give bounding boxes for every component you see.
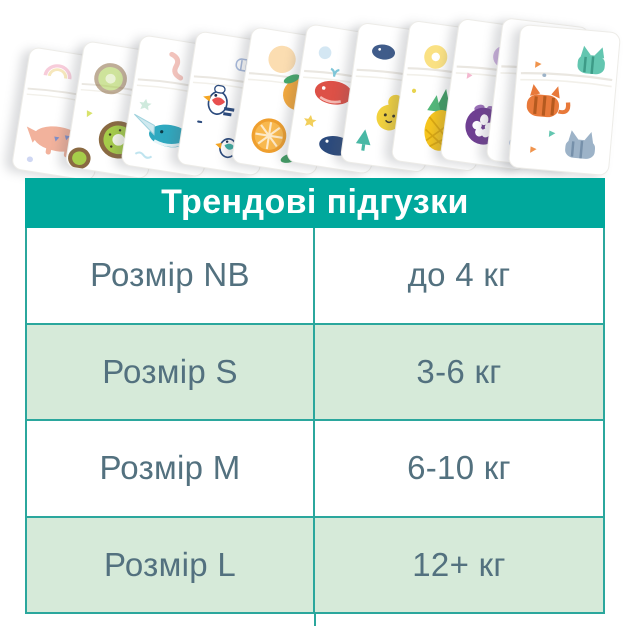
size-row: Розмір L 12+ кг [27,517,603,612]
weight-range: 12+ кг [412,545,506,583]
weight-range: до 4 кг [407,256,511,294]
size-row: Розмір NB до 4 кг [27,228,603,325]
column-divider-tail [314,612,316,626]
size-label: Розмір NB [27,228,315,323]
weight-range: 3-6 кг [416,352,502,390]
diaper-parrot-print [175,30,281,177]
size-row: Розмір S 3-6 кг [27,324,603,421]
size-label: Розмір S [27,324,315,419]
size-table: Розмір NB до 4 кг Розмір S 3-6 кг Розмір M 6-… [25,228,605,614]
size-label: Розмір M [27,421,315,516]
diaper-orange-print [230,26,338,176]
diaper-cat-print [507,23,622,177]
table-title-bar: Трендові підгузки [25,178,605,228]
weight-range: 6-10 кг [407,449,511,487]
diaper-fan [0,0,630,200]
size-label: Розмір L [27,517,315,612]
size-row: Розмір M 6-10 кг [27,421,603,518]
table-title: Трендові підгузки [161,182,469,221]
